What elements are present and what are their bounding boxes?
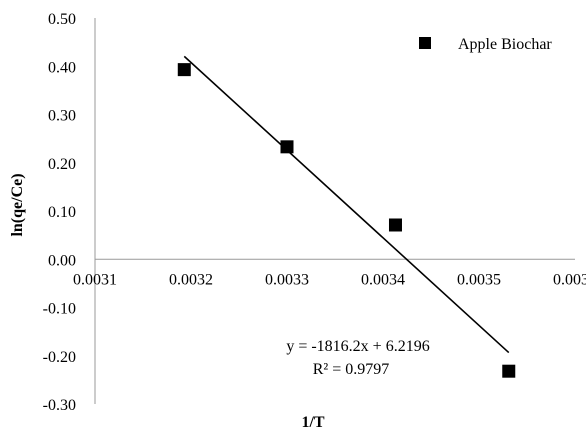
plot-area: 0.500.400.300.200.100.00-0.10-0.20-0.30 … — [43, 11, 586, 414]
x-tick-label: 0.0031 — [73, 271, 117, 288]
y-tick-label: 0.20 — [48, 156, 76, 173]
y-tick-label: 0.50 — [48, 11, 76, 28]
y-axis-title: ln(qe/Ce) — [9, 173, 26, 236]
data-point — [280, 140, 294, 154]
data-point — [388, 218, 402, 232]
legend: Apple Biochar — [419, 36, 552, 53]
data-point — [177, 63, 191, 77]
y-tick-label: -0.30 — [43, 397, 76, 414]
y-axis-ticks: 0.50 0.40 0.30 0.20 0.10 0.00 -0.10 -0.20 -0.30 — [43, 11, 76, 414]
y-tick-label: 0.10 — [48, 204, 76, 221]
legend-marker-square — [419, 37, 431, 49]
x-axis-title: 1/T — [301, 414, 324, 431]
x-tick-label: 0.0032 — [169, 271, 213, 288]
y-tick-label: 0.00 — [48, 252, 76, 269]
legend-label: Apple Biochar — [458, 36, 552, 53]
y-tick-label: 0.30 — [48, 108, 76, 125]
trendline-equation: y = -1816.2x + 6.2196 — [286, 338, 429, 355]
x-tick-label: 0.0035 — [457, 271, 501, 288]
x-tick-label: 0.0036 — [553, 271, 586, 288]
x-tick-label: 0.0034 — [361, 271, 405, 288]
data-point — [502, 364, 516, 378]
x-axis-ticks: 0.0031 0.0032 0.0033 0.0034 0.0035 0.0036 — [73, 271, 586, 288]
trendline-r-squared: R² = 0.9797 — [313, 361, 390, 378]
y-tick-label: -0.20 — [43, 349, 76, 366]
y-tick-label: -0.10 — [43, 301, 76, 318]
y-tick-label: 0.40 — [48, 59, 76, 76]
data-points — [177, 63, 516, 378]
x-tick-label: 0.0033 — [265, 271, 309, 288]
trendline — [183, 55, 510, 354]
